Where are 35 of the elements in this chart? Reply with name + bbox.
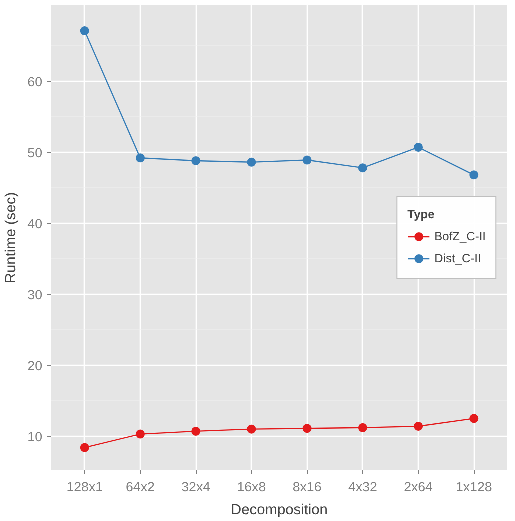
point bbox=[247, 158, 256, 167]
y-tick-label: 10 bbox=[28, 429, 43, 444]
legend-label: BofZ_C-II bbox=[434, 229, 486, 243]
x-tick-label: 32x4 bbox=[182, 480, 212, 494]
point bbox=[136, 154, 145, 163]
point bbox=[247, 424, 256, 434]
y-tick-label: 50 bbox=[28, 145, 43, 160]
legend-label: Dist_C-II bbox=[434, 251, 482, 265]
point bbox=[192, 426, 201, 436]
point bbox=[358, 423, 368, 432]
point bbox=[80, 443, 90, 452]
point bbox=[80, 26, 90, 36]
x-tick-label: 8x16 bbox=[292, 480, 322, 494]
point bbox=[470, 170, 479, 180]
point bbox=[414, 422, 424, 431]
x-tick-label: 16x8 bbox=[237, 480, 266, 494]
y-tick-label: 20 bbox=[28, 358, 43, 374]
y-axis-title: Runtime (sec) bbox=[4, 192, 20, 284]
point bbox=[358, 164, 368, 173]
x-axis-title: Decomposition bbox=[231, 502, 328, 518]
y-tick-label: 30 bbox=[28, 287, 43, 302]
x-tick-label: 64x2 bbox=[126, 480, 155, 494]
x-tick-label: 1x128 bbox=[456, 480, 492, 494]
y-tick-label: 60 bbox=[28, 74, 43, 90]
legend-title: Type bbox=[408, 207, 436, 221]
point bbox=[302, 156, 312, 165]
point bbox=[136, 430, 145, 439]
y-tick-label: 40 bbox=[28, 216, 43, 232]
point bbox=[414, 142, 424, 152]
x-tick-label: 2x64 bbox=[404, 480, 434, 494]
point bbox=[302, 424, 312, 434]
x-tick-label: 128x1 bbox=[66, 480, 104, 494]
x-tick-label: 4x32 bbox=[348, 480, 378, 494]
point bbox=[192, 156, 201, 166]
point bbox=[470, 414, 479, 424]
